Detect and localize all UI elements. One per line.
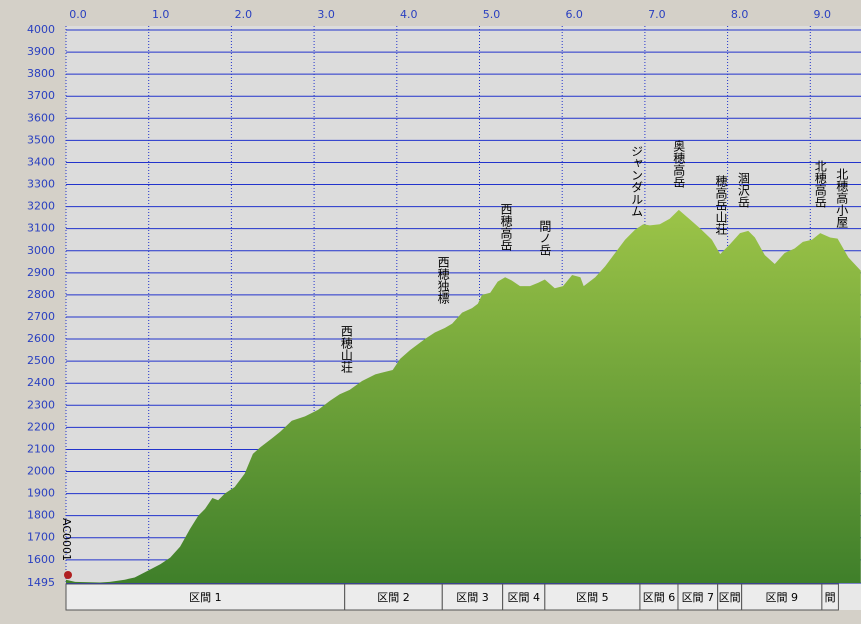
y-tick-label: 3200 — [27, 200, 55, 213]
section-label: 区間 4 — [507, 591, 540, 604]
section — [677, 583, 719, 611]
y-tick-label: 3000 — [27, 244, 55, 257]
section-label: 区間 6 — [643, 591, 676, 604]
section-label: 区間 1 — [189, 591, 222, 604]
y-tick-label: 2200 — [27, 420, 55, 433]
y-tick-label: 1600 — [27, 553, 55, 566]
y-tick-label: 2700 — [27, 310, 55, 323]
section-label: 間 — [825, 591, 836, 604]
peak-label: 西穂山荘 — [339, 325, 353, 374]
elevation-area — [66, 209, 861, 584]
peak-label: 間ノ岳 — [538, 219, 552, 255]
peak-label: ジャンダルム — [630, 145, 644, 217]
y-tick-label: 3900 — [27, 45, 55, 58]
x-tick-label: 6.0 — [565, 8, 583, 21]
section — [544, 583, 641, 611]
x-tick-label: 5.0 — [483, 8, 501, 21]
section — [502, 583, 546, 611]
y-tick-label: 2100 — [27, 442, 55, 455]
y-tick-label: 1900 — [27, 487, 55, 500]
marker-label: AC0001 — [60, 518, 73, 561]
section — [344, 583, 443, 611]
x-tick-label: 8.0 — [731, 8, 749, 21]
x-tick-label: 4.0 — [400, 8, 418, 21]
peak-label: 穂高岳山荘 — [714, 175, 728, 236]
y-tick-label: 2400 — [27, 376, 55, 389]
section-label: 区間 9 — [766, 591, 799, 604]
y-tick-label: 3100 — [27, 222, 55, 235]
y-tick-label: 3700 — [27, 89, 55, 102]
section-label: 区間 2 — [377, 591, 410, 604]
start-marker — [64, 571, 72, 579]
y-tick-label: 3800 — [27, 67, 55, 80]
section — [65, 583, 346, 611]
y-tick-label: 1700 — [27, 531, 55, 544]
x-tick-label: 0.0 — [69, 8, 87, 21]
section-label: 区間 5 — [576, 591, 609, 604]
peak-label: 涸沢岳 — [736, 172, 750, 208]
peak-label: 奥穂高岳 — [672, 139, 686, 187]
peak-label: 西穂独標 — [436, 256, 450, 304]
x-tick-label: 2.0 — [235, 8, 253, 21]
section — [639, 583, 679, 611]
x-tick-label: 1.0 — [152, 8, 170, 21]
y-tick-label: 2600 — [27, 332, 55, 345]
y-tick-label: 2300 — [27, 398, 55, 411]
y-tick-label: 3400 — [27, 155, 55, 168]
y-tick-label: 1495 — [27, 576, 55, 589]
x-tick-label: 7.0 — [648, 8, 666, 21]
y-tick-label: 4000 — [27, 23, 55, 36]
peak-label: 北穂高岳 — [813, 160, 827, 208]
section-label: 区間 3 — [456, 591, 489, 604]
y-tick-label: 2900 — [27, 266, 55, 279]
y-tick-label: 2500 — [27, 354, 55, 367]
x-tick-label: 3.0 — [317, 8, 335, 21]
peak-label: 北穂高小屋 — [835, 168, 849, 229]
y-tick-label: 3500 — [27, 133, 55, 146]
x-tick-label: 9.0 — [814, 8, 832, 21]
y-tick-label: 3300 — [27, 178, 55, 191]
y-tick-label: 3600 — [27, 111, 55, 124]
section — [821, 583, 839, 611]
section — [441, 583, 504, 611]
section-label: 区間 7 — [682, 591, 715, 604]
y-tick-label: 2000 — [27, 465, 55, 478]
peak-label: 西穂高岳 — [499, 203, 513, 251]
y-tick-label: 2800 — [27, 288, 55, 301]
y-tick-label: 1800 — [27, 509, 55, 522]
section-label: 区間 — [719, 591, 741, 604]
